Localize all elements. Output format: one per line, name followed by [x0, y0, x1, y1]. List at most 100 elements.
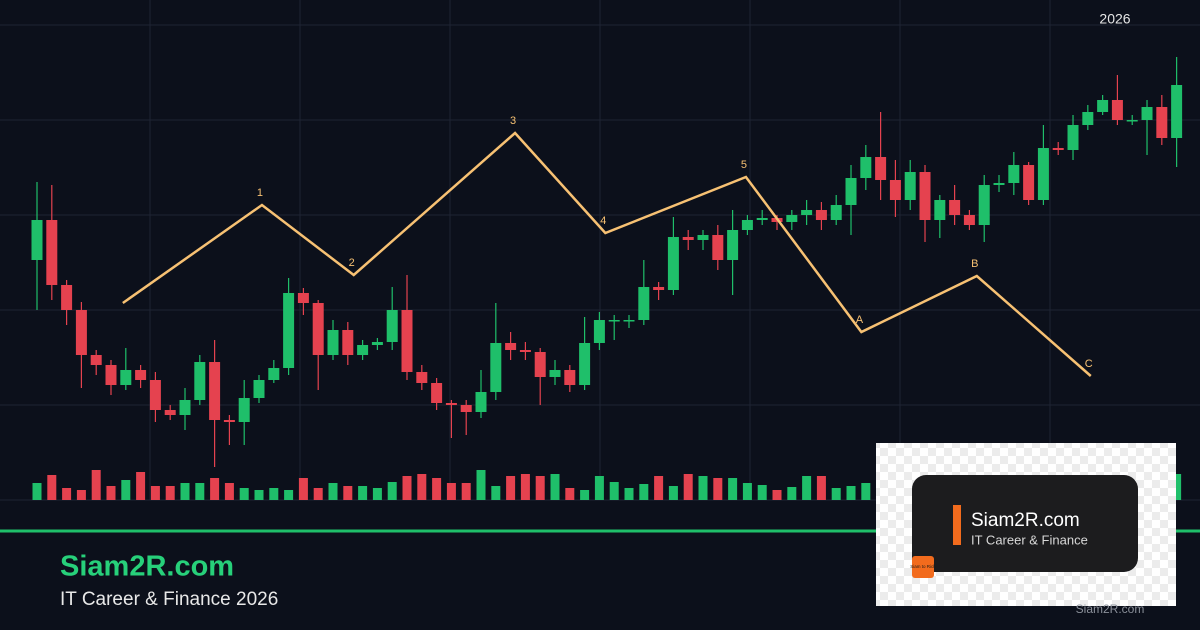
candle-body — [519, 350, 531, 352]
candle-body — [564, 370, 576, 385]
volume-bar — [76, 490, 86, 500]
logo-bar — [953, 505, 961, 545]
candle-body — [297, 293, 309, 303]
volume-bar — [520, 474, 530, 500]
logo-name: Siam2R.com — [971, 510, 1080, 531]
candle-body — [312, 303, 324, 355]
volume-bar — [47, 475, 57, 500]
candle-body — [342, 330, 354, 355]
candle-body — [357, 345, 369, 355]
candle-body — [1156, 107, 1168, 138]
wave-label: B — [971, 258, 978, 270]
volume-bar — [668, 486, 678, 500]
volume-bar — [313, 488, 323, 500]
candle-body — [475, 392, 487, 412]
candle-body — [904, 172, 916, 200]
volume-bar — [224, 483, 234, 500]
volume-bar — [609, 482, 619, 500]
candle-body — [416, 372, 428, 383]
candle-body — [268, 368, 280, 380]
candle-body — [845, 178, 857, 205]
candle-body — [949, 200, 961, 215]
candle-body — [682, 237, 694, 240]
volume-bar — [861, 483, 871, 500]
candle-body — [653, 287, 665, 290]
volume-bar — [180, 483, 190, 500]
volume-bar — [565, 488, 575, 500]
volume-bar — [728, 478, 738, 500]
volume-bar — [757, 485, 767, 500]
candle-body — [401, 310, 413, 372]
volume-bar — [343, 486, 353, 500]
candle-body — [386, 310, 398, 342]
volume-bar — [476, 470, 486, 500]
candle-body — [993, 183, 1005, 185]
candle-body — [135, 370, 147, 380]
volume-bar — [698, 476, 708, 500]
watermark: Siam2R.com — [1076, 602, 1145, 616]
volume-bar — [372, 488, 382, 500]
candle-body — [31, 220, 43, 260]
volume-bar — [550, 474, 560, 500]
candle-body — [712, 235, 724, 260]
candle-body — [741, 220, 753, 230]
wave-label: C — [1085, 358, 1093, 370]
candle-body — [194, 362, 206, 400]
candle-body — [801, 210, 813, 215]
volume-bar — [713, 478, 723, 500]
candle-body — [1082, 112, 1094, 125]
candle-body — [371, 342, 383, 345]
volume-bar — [402, 476, 412, 500]
wave-label: 4 — [600, 215, 606, 227]
volume-bar — [846, 486, 856, 500]
grid — [0, 0, 1200, 501]
volume-bar — [358, 486, 368, 500]
logo-panel — [912, 475, 1138, 572]
candle-body — [549, 370, 561, 377]
wave-label: 1 — [257, 187, 263, 199]
candle-body — [963, 215, 975, 225]
wave-label: 5 — [741, 159, 747, 171]
candle-body — [934, 200, 946, 220]
candles — [31, 57, 1183, 467]
volume-bar — [787, 487, 797, 500]
volume-bar — [387, 482, 397, 500]
candle-body — [1023, 165, 1035, 200]
volume-bar — [580, 490, 590, 500]
logo-card: Siam2R.com IT Career & Finance Siam to R… — [876, 443, 1176, 606]
candle-body — [919, 172, 931, 220]
candle-body — [1037, 148, 1049, 200]
volume-bar — [417, 474, 427, 500]
volume-bar — [254, 490, 264, 500]
candle-body — [75, 310, 87, 355]
candle-body — [579, 343, 591, 385]
volume-bar — [210, 478, 220, 500]
volume-bar — [461, 483, 471, 500]
volume-bar — [742, 483, 752, 500]
volume-bar — [506, 476, 516, 500]
candle-body — [90, 355, 102, 365]
volume-bar — [195, 483, 205, 500]
volume-bar — [328, 483, 338, 500]
candle-body — [505, 343, 517, 350]
volume-bar — [165, 486, 175, 500]
volume-bar — [535, 476, 545, 500]
volume-bar — [802, 476, 812, 500]
candle-body — [1141, 107, 1153, 120]
candle-body — [149, 380, 161, 410]
logo-tagline: IT Career & Finance — [971, 532, 1088, 547]
volume-bar — [831, 488, 841, 500]
volume-bar — [91, 470, 101, 500]
volume-bar — [446, 483, 456, 500]
wave: 1 2 3 4 5 A B C — [122, 115, 1093, 377]
candle-body — [46, 220, 58, 285]
volume-bar — [491, 486, 501, 500]
candle-body — [1052, 148, 1064, 150]
candle-body — [445, 403, 457, 405]
volume-bar — [106, 486, 116, 500]
volume-bar — [269, 488, 279, 500]
candle-body — [120, 370, 132, 385]
candle-body — [786, 215, 798, 222]
